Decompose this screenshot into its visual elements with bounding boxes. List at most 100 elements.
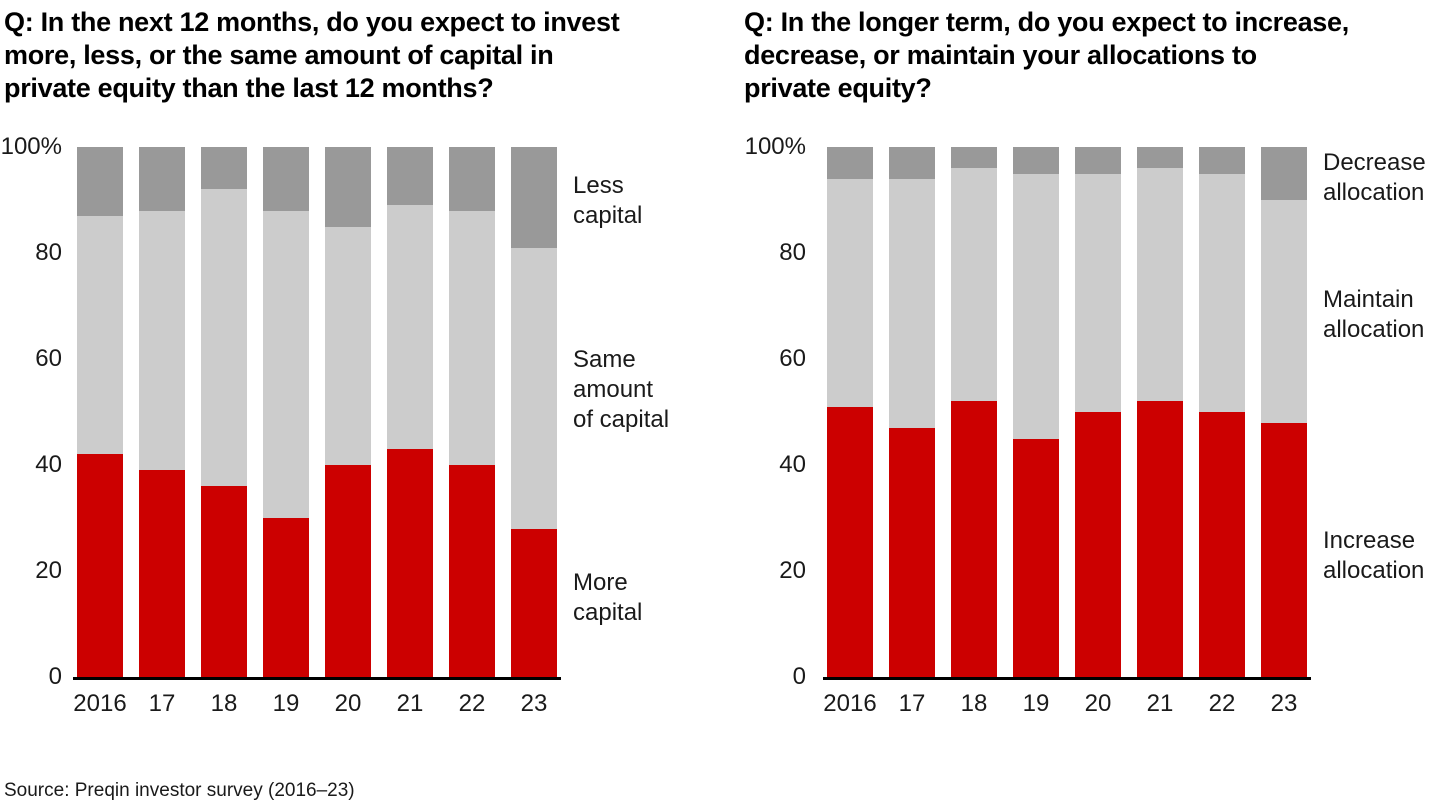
- x-axis-label-18: 18: [960, 690, 988, 717]
- segment-less-capital-21: [387, 147, 433, 206]
- bar-23: [511, 147, 557, 677]
- x-axis-label-22: 22: [1208, 690, 1236, 717]
- segment-more-capital-22: [449, 464, 495, 677]
- segment-less-capital-19: [263, 147, 309, 211]
- chart-title: Q: In the longer term, do you expect to …: [744, 7, 1349, 103]
- segment-decrease-allocation-21: [1137, 147, 1183, 169]
- segment-more-capital-20: [325, 465, 371, 677]
- x-axis-label-21: 21: [396, 690, 424, 717]
- bar-20: [1075, 147, 1121, 677]
- segment-decrease-allocation-17: [889, 147, 935, 179]
- bar-22: [449, 147, 495, 677]
- segment-maintain-allocation-19: [1013, 173, 1059, 439]
- segment-less-capital-18: [201, 147, 247, 190]
- bar-21: [1137, 147, 1183, 677]
- x-axis-label-17: 17: [148, 690, 176, 717]
- y-axis-label-20: 20: [779, 557, 806, 584]
- y-axis-label-100: 100%: [0, 133, 62, 160]
- segment-increase-allocation-18: [951, 401, 997, 677]
- x-axis-label-20: 20: [1084, 690, 1112, 717]
- y-axis-label-60: 60: [35, 345, 62, 372]
- segment-same-amount-of-capital-20: [325, 226, 371, 465]
- x-axis-line: [73, 677, 561, 680]
- segment-less-capital-2016: [77, 147, 123, 216]
- y-axis-label-60: 60: [779, 345, 806, 372]
- source-note: Source: Preqin investor survey (2016–23): [4, 780, 355, 801]
- segment-maintain-allocation-20: [1075, 173, 1121, 412]
- x-axis-label-17: 17: [898, 690, 926, 717]
- segment-same-amount-of-capital-19: [263, 210, 309, 518]
- segment-increase-allocation-19: [1013, 438, 1059, 677]
- y-axis-label-40: 40: [779, 451, 806, 478]
- segment-same-amount-of-capital-22: [449, 210, 495, 465]
- segment-maintain-allocation-23: [1261, 200, 1307, 423]
- y-axis-label-100: 100%: [744, 133, 806, 160]
- y-axis-label-80: 80: [779, 239, 806, 266]
- segment-decrease-allocation-23: [1261, 147, 1307, 200]
- chart-title: Q: In the next 12 months, do you expect …: [4, 7, 620, 103]
- segment-same-amount-of-capital-23: [511, 247, 557, 529]
- x-axis-label-2016: 2016: [823, 690, 877, 717]
- segment-more-capital-18: [201, 486, 247, 677]
- y-axis-label-20: 20: [35, 557, 62, 584]
- bar-21: [387, 147, 433, 677]
- y-axis-label-0: 0: [48, 663, 62, 690]
- x-axis-line: [823, 677, 1311, 680]
- segment-more-capital-19: [263, 517, 309, 677]
- segment-maintain-allocation-18: [951, 168, 997, 402]
- segment-more-capital-23: [511, 528, 557, 677]
- bar-2016: [827, 147, 873, 677]
- x-axis-label-23: 23: [1270, 690, 1298, 717]
- segment-decrease-allocation-20: [1075, 147, 1121, 174]
- segment-decrease-allocation-2016: [827, 147, 873, 179]
- segment-same-amount-of-capital-18: [201, 189, 247, 487]
- x-axis-label-2016: 2016: [73, 690, 127, 717]
- segment-increase-allocation-17: [889, 427, 935, 677]
- segment-same-amount-of-capital-2016: [77, 215, 123, 455]
- y-axis-label-80: 80: [35, 239, 62, 266]
- y-axis-label-0: 0: [792, 663, 806, 690]
- segment-maintain-allocation-2016: [827, 178, 873, 407]
- x-axis-label-22: 22: [458, 690, 486, 717]
- series-label-increase-allocation: Increase allocation: [1323, 527, 1425, 584]
- segment-maintain-allocation-22: [1199, 173, 1245, 412]
- segment-increase-allocation-21: [1137, 401, 1183, 677]
- segment-increase-allocation-20: [1075, 412, 1121, 677]
- series-label-maintain-allocation: Maintain allocation: [1323, 286, 1425, 343]
- segment-less-capital-20: [325, 147, 371, 227]
- segment-maintain-allocation-17: [889, 178, 935, 428]
- segment-maintain-allocation-21: [1137, 168, 1183, 402]
- series-label-more-capital: More capital: [573, 569, 643, 626]
- bar-18: [951, 147, 997, 677]
- bar-2016: [77, 147, 123, 677]
- series-label-same-amount-of-capital: Same amount of capital: [573, 346, 670, 433]
- x-axis-label-18: 18: [210, 690, 238, 717]
- x-axis-label-19: 19: [1022, 690, 1050, 717]
- x-axis-label-20: 20: [334, 690, 362, 717]
- segment-increase-allocation-22: [1199, 412, 1245, 677]
- y-axis-label-40: 40: [35, 451, 62, 478]
- segment-decrease-allocation-18: [951, 147, 997, 169]
- segment-same-amount-of-capital-17: [139, 210, 185, 471]
- x-axis-label-21: 21: [1146, 690, 1174, 717]
- segment-decrease-allocation-19: [1013, 147, 1059, 174]
- series-label-decrease-allocation: Decrease allocation: [1323, 149, 1426, 206]
- segment-more-capital-2016: [77, 454, 123, 677]
- segment-increase-allocation-23: [1261, 422, 1307, 677]
- bar-22: [1199, 147, 1245, 677]
- segment-less-capital-23: [511, 147, 557, 248]
- x-axis-label-23: 23: [520, 690, 548, 717]
- bar-18: [201, 147, 247, 677]
- x-axis-label-19: 19: [272, 690, 300, 717]
- segment-more-capital-17: [139, 470, 185, 677]
- series-label-less-capital: Less capital: [573, 172, 643, 229]
- segment-less-capital-22: [449, 147, 495, 211]
- segment-increase-allocation-2016: [827, 406, 873, 677]
- bar-23: [1261, 147, 1307, 677]
- bar-17: [139, 147, 185, 677]
